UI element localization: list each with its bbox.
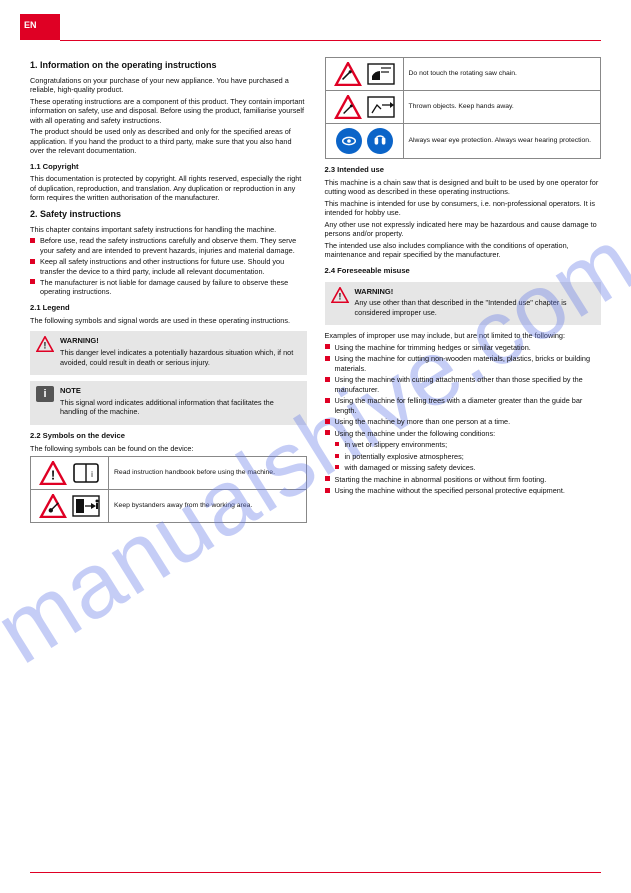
bullet-item: Using the machine for trimming hedges or… (325, 343, 602, 352)
manual-book-icon: i (72, 461, 100, 485)
warning-triangle-icon: ! (39, 461, 67, 485)
hand-away-icon (367, 95, 395, 119)
para: These operating instructions are a compo… (30, 97, 307, 125)
footer-rule (30, 872, 601, 873)
para: Any use other than that described in the… (355, 298, 596, 317)
bullet-item: Using the machine with cutting attachmen… (325, 375, 602, 394)
para: This chapter contains important safety i… (30, 225, 307, 234)
bullet-item: Using the machine by more than one perso… (325, 417, 602, 426)
warning-thrown-object-icon (334, 95, 362, 119)
svg-text:!: ! (44, 341, 47, 351)
svg-text:!: ! (338, 291, 341, 301)
bullet-item: Keep all safety instructions and other i… (30, 257, 307, 276)
bullet-subitem: in potentially explosive atmospheres; (335, 452, 602, 461)
section-title: 1. Information on the operating instruct… (30, 60, 307, 72)
subsection-title: 2.2 Symbols on the device (30, 431, 307, 441)
symbol-caption: Thrown objects. Keep hands away. (403, 91, 601, 124)
para: This machine is intended for use by cons… (325, 199, 602, 218)
para: This signal word indicates additional in… (60, 398, 301, 417)
para: The intended use also includes complianc… (325, 241, 602, 260)
para: The following symbols and signal words a… (30, 316, 307, 325)
symbol-caption: Keep bystanders away from the working ar… (109, 490, 307, 523)
warning-chain-icon (334, 62, 362, 86)
table-row: Do not touch the rotating saw chain. (325, 58, 601, 91)
warning-box: ! WARNING! This danger level indicates a… (30, 331, 307, 375)
warning-triangle-icon: ! (36, 336, 54, 352)
symbol-caption: Do not touch the rotating saw chain. (403, 58, 601, 91)
symbol-caption: Always wear eye protection. Always wear … (403, 124, 601, 159)
table-row: ! i Read instruction handbook before usi… (31, 457, 307, 490)
keep-distance-icon (72, 494, 100, 518)
bullet-item: Using the machine under the following co… (325, 429, 602, 473)
right-column: Do not touch the rotating saw chain. (325, 54, 602, 529)
table-row: Keep bystanders away from the working ar… (31, 490, 307, 523)
bullet-list: Before use, read the safety instructions… (30, 236, 307, 297)
warning-box: ! WARNING! Any use other than that descr… (325, 282, 602, 326)
bullet-item: The manufacturer is not liable for damag… (30, 278, 307, 297)
bullet-item: Using the machine without the specified … (325, 486, 602, 495)
symbol-table-left: ! i Read instruction handbook before usi… (30, 456, 307, 523)
note-box: i NOTE This signal word indicates additi… (30, 381, 307, 425)
bullet-subitem: in wet or slippery environments; (335, 440, 602, 449)
bullet-item: Using the machine for cutting non-wooden… (325, 354, 602, 373)
bullet-item: Using the machine for felling trees with… (325, 396, 602, 415)
para: The product should be used only as descr… (30, 127, 307, 155)
warning-title: WARNING! (355, 287, 596, 297)
para: Congratulations on your purchase of your… (30, 76, 307, 95)
svg-text:i: i (91, 470, 93, 479)
para: This danger level indicates a potentiall… (60, 348, 301, 367)
symbol-caption: Read instruction handbook before using t… (109, 457, 307, 490)
svg-text:!: ! (51, 468, 55, 483)
section-title: 2. Safety instructions (30, 209, 307, 221)
warning-triangle-icon: ! (331, 287, 349, 303)
para: The following symbols can be found on th… (30, 444, 307, 453)
table-row: Always wear eye protection. Always wear … (325, 124, 601, 159)
subsection-title: 2.4 Foreseeable misuse (325, 266, 602, 276)
eye-protection-icon (336, 128, 362, 154)
bullet-item: Starting the machine in abnormal positio… (325, 475, 602, 484)
note-title: NOTE (60, 386, 301, 396)
para: Examples of improper use may include, bu… (325, 331, 602, 340)
subsection-title: 2.1 Legend (30, 303, 307, 313)
info-icon: i (36, 386, 54, 402)
bullet-item: Before use, read the safety instructions… (30, 236, 307, 255)
para: This machine is a chain saw that is desi… (325, 178, 602, 197)
symbol-table-right: Do not touch the rotating saw chain. (325, 57, 602, 159)
subsection-title: 1.1 Copyright (30, 162, 307, 172)
header-rule (60, 40, 601, 41)
table-row: Thrown objects. Keep hands away. (325, 91, 601, 124)
warning-title: WARNING! (60, 336, 301, 346)
hand-cut-icon (367, 62, 395, 86)
warning-object-icon (39, 494, 67, 518)
subsection-title: 2.3 Intended use (325, 165, 602, 175)
para: Any other use not expressly indicated he… (325, 220, 602, 239)
bullet-list: Using the machine for trimming hedges or… (325, 343, 602, 496)
header-lang: EN (24, 20, 37, 32)
para: This documentation is protected by copyr… (30, 174, 307, 202)
bullet-subitem: with damaged or missing safety devices. (335, 463, 602, 472)
left-column: 1. Information on the operating instruct… (30, 54, 307, 529)
ear-protection-icon (367, 128, 393, 154)
